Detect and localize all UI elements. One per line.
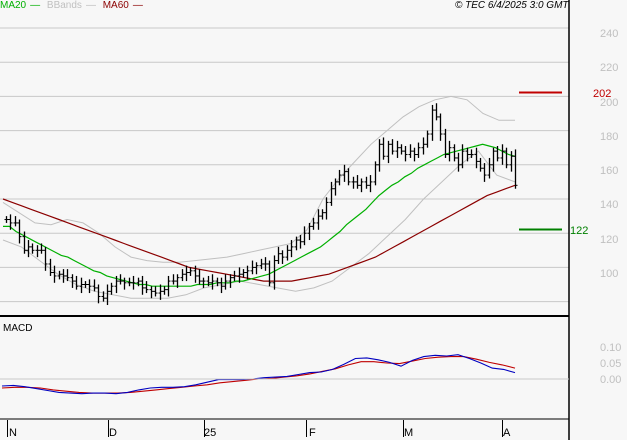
macd-label-000: 0.00 — [600, 374, 622, 386]
resistance-label: 202 — [593, 88, 612, 100]
y-label-200: 200 — [600, 97, 619, 109]
y-label-120: 120 — [600, 234, 619, 246]
ma60-line — [2, 184, 516, 282]
x-label-dec: D — [109, 427, 117, 439]
x-label-apr: A — [503, 427, 511, 439]
level-markers — [519, 91, 562, 231]
macd-lines — [1, 354, 516, 395]
x-axis-ticks — [7, 420, 503, 437]
y-label-100: 100 — [600, 268, 619, 280]
macd-label-005: 0.05 — [600, 358, 622, 370]
legend-ma60: MA60— — [102, 0, 143, 11]
legend-ma20: MA20— — [0, 0, 41, 11]
ma20-line — [3, 143, 516, 287]
price-gridlines — [0, 27, 569, 303]
x-label-mar: M — [404, 427, 414, 439]
chart-frame — [0, 0, 570, 440]
price-bars — [4, 103, 518, 306]
support-label: 122 — [570, 225, 589, 237]
x-label-feb: F — [309, 427, 316, 439]
bollinger-bands — [2, 95, 516, 299]
y-label-160: 160 — [600, 165, 619, 177]
macd-label-010: 0.10 — [600, 342, 622, 354]
x-label-2025: 25 — [204, 427, 217, 439]
y-label-180: 180 — [600, 131, 619, 143]
y-label-220: 220 — [600, 62, 619, 74]
y-label-240: 240 — [600, 28, 619, 40]
chart-legend: MA20— BBands — MA60— — [0, 0, 147, 12]
legend-bbands: BBands — — [46, 0, 96, 11]
macd-title: MACD — [3, 323, 33, 334]
y-label-140: 140 — [600, 199, 619, 211]
x-label-nov: N — [9, 427, 17, 439]
copyright-timestamp: © TEC 6/4/2025 3:0 GMT — [455, 0, 569, 11]
